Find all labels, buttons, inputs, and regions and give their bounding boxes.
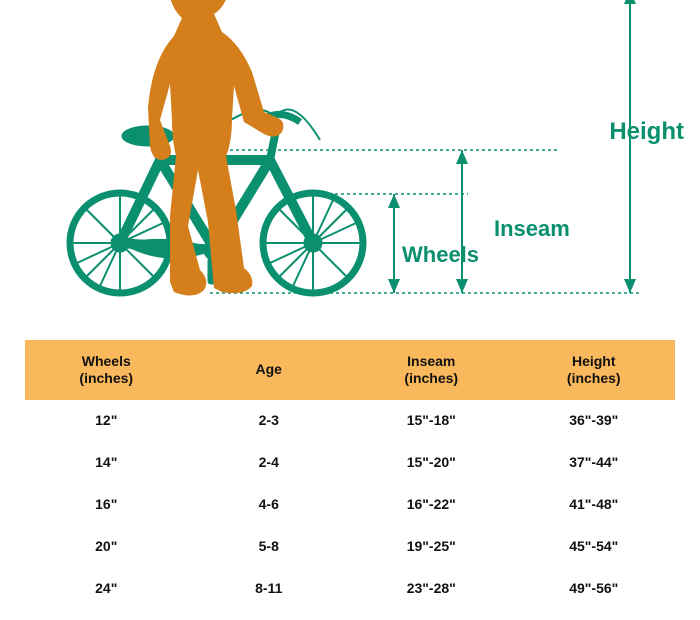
table-row: 14" 2-4 15"-20" 37"-44" <box>25 442 675 484</box>
cell-age: 2-3 <box>188 412 351 430</box>
cell-age: 4-6 <box>188 496 351 514</box>
wheels-indicator <box>388 194 400 293</box>
cell-age: 8-11 <box>188 580 351 598</box>
table-header-row: Wheels (inches) Age Inseam (inches) Heig… <box>25 340 675 400</box>
diagram-svg <box>0 0 700 340</box>
cell-inseam: 16"-22" <box>350 496 513 514</box>
cell-wheels: 16" <box>25 496 188 514</box>
col-header-height-l2: (inches) <box>513 370 676 388</box>
wheels-label: Wheels <box>402 242 479 268</box>
cell-height: 36"-39" <box>513 412 676 430</box>
cell-wheels: 20" <box>25 538 188 556</box>
table-row: 16" 4-6 16"-22" 41"-48" <box>25 484 675 526</box>
col-header-age: Age <box>188 361 351 379</box>
col-header-height: Height (inches) <box>513 353 676 388</box>
col-header-inseam-l2: (inches) <box>350 370 513 388</box>
cell-height: 49"-56" <box>513 580 676 598</box>
cell-inseam: 15"-20" <box>350 454 513 472</box>
col-header-inseam-l1: Inseam <box>350 353 513 371</box>
height-indicator <box>624 0 636 293</box>
cell-age: 2-4 <box>188 454 351 472</box>
table-row: 20" 5-8 19"-25" 45"-54" <box>25 526 675 568</box>
cell-height: 37"-44" <box>513 454 676 472</box>
col-header-wheels-l2: (inches) <box>25 370 188 388</box>
height-label: Height <box>609 118 684 146</box>
inseam-label: Inseam <box>494 216 570 242</box>
col-header-wheels: Wheels (inches) <box>25 353 188 388</box>
col-header-wheels-l1: Wheels <box>25 353 188 371</box>
cell-inseam: 19"-25" <box>350 538 513 556</box>
inseam-indicator <box>456 150 468 293</box>
table-row: 24" 8-11 23"-28" 49"-56" <box>25 568 675 610</box>
cell-inseam: 15"-18" <box>350 412 513 430</box>
cell-height: 41"-48" <box>513 496 676 514</box>
col-header-inseam: Inseam (inches) <box>350 353 513 388</box>
size-table: Wheels (inches) Age Inseam (inches) Heig… <box>25 340 675 610</box>
cell-wheels: 12" <box>25 412 188 430</box>
cell-wheels: 14" <box>25 454 188 472</box>
cell-inseam: 23"-28" <box>350 580 513 598</box>
col-header-age-l1: Age <box>188 361 351 379</box>
cell-wheels: 24" <box>25 580 188 598</box>
col-header-height-l1: Height <box>513 353 676 371</box>
cell-age: 5-8 <box>188 538 351 556</box>
sizing-diagram: Height Inseam Wheels <box>0 0 700 340</box>
cell-height: 45"-54" <box>513 538 676 556</box>
table-row: 12" 2-3 15"-18" 36"-39" <box>25 400 675 442</box>
